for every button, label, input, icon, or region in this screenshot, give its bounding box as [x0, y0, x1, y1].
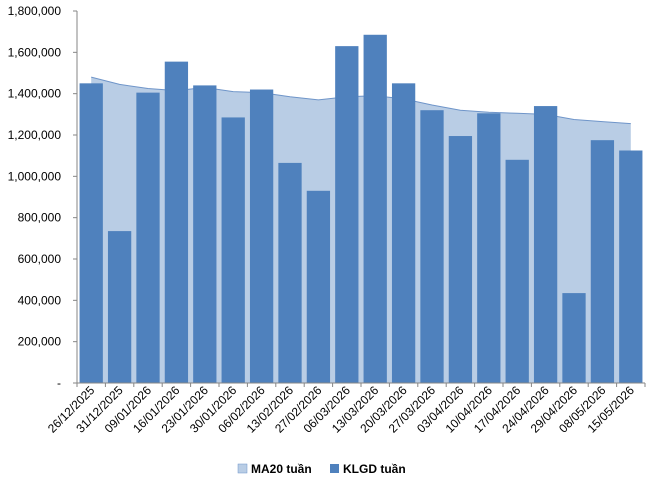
y-tick-label: 800,000 [18, 211, 62, 225]
legend-label-klgd: KLGD tuần [343, 462, 406, 476]
y-tick-label: 1,200,000 [8, 128, 62, 142]
klgd-bar [619, 150, 643, 383]
y-tick-label: 1,800,000 [8, 4, 62, 18]
legend: MA20 tuần KLGD tuần [237, 462, 406, 476]
klgd-bar [533, 106, 558, 383]
legend-swatch-ma20 [237, 463, 248, 474]
y-tick-label: 400,000 [18, 293, 62, 307]
klgd-bar [164, 61, 189, 383]
y-tick-label: 1,600,000 [8, 45, 62, 59]
klgd-bar [79, 83, 103, 383]
klgd-bar [107, 231, 132, 383]
y-tick-label: 600,000 [18, 252, 62, 266]
klgd-bar [249, 89, 274, 383]
klgd-bar [562, 293, 586, 383]
klgd-bar [363, 34, 387, 384]
y-tick-label: - [57, 376, 61, 390]
klgd-bar [505, 159, 529, 383]
klgd-bar [136, 92, 160, 383]
klgd-bar [420, 110, 444, 383]
y-tick-label: 1,000,000 [8, 169, 62, 183]
y-tick-label: 200,000 [18, 335, 62, 349]
legend-swatch-klgd [330, 464, 339, 473]
klgd-bar [193, 85, 217, 384]
klgd-bar [590, 140, 615, 383]
klgd-bar [278, 162, 302, 383]
klgd-bar [477, 113, 501, 384]
klgd-bar [221, 117, 245, 384]
bar-layer [79, 34, 643, 384]
klgd-bar [306, 190, 331, 383]
klgd-bar [448, 136, 473, 383]
legend-label-ma20: MA20 tuần [251, 462, 312, 476]
klgd-bar [391, 83, 416, 383]
y-tick-label: 1,400,000 [8, 87, 62, 101]
klgd-bar [335, 46, 359, 383]
